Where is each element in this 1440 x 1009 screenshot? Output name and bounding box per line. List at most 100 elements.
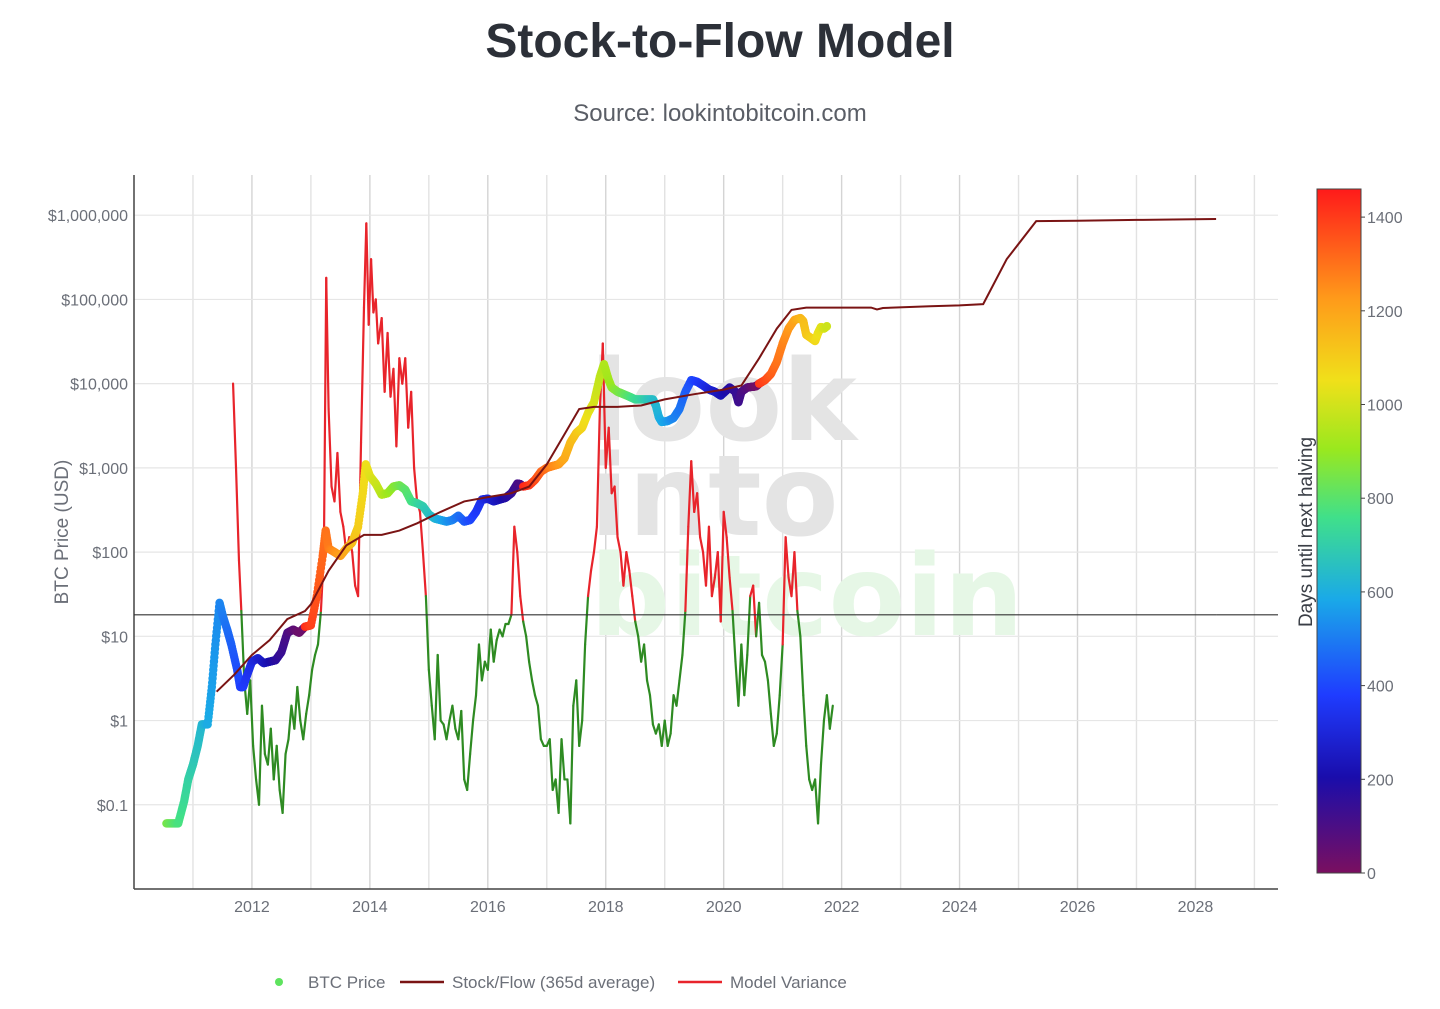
variance-segment	[374, 298, 380, 345]
variance-segment	[351, 550, 357, 587]
variance-segment	[513, 525, 519, 554]
variance-segment	[616, 536, 622, 554]
variance-segment	[592, 525, 599, 554]
variance-segment	[548, 738, 554, 792]
variance-segment	[316, 609, 323, 646]
variance-segment	[678, 653, 684, 682]
series-stock-flow	[215, 218, 1217, 693]
y-tick-label: $10,000	[70, 377, 128, 394]
variance-segment	[519, 595, 525, 623]
x-tick-label: 2022	[824, 899, 860, 916]
price-point	[822, 322, 832, 331]
variance-segment	[763, 660, 770, 682]
variance-segment	[275, 744, 281, 792]
colorbar-tick-label: 1000	[1367, 398, 1403, 415]
variance-segment	[781, 536, 787, 646]
variance-segment	[339, 510, 345, 528]
variance-segment	[684, 525, 690, 613]
variance-segment	[302, 712, 308, 741]
watermark: lookintobitcoin	[590, 337, 1024, 662]
variance-segment	[527, 660, 534, 682]
variance-segment	[710, 576, 716, 598]
variance-segment	[507, 613, 513, 626]
series-model-variance	[231, 222, 834, 825]
variance-segment	[642, 643, 649, 682]
y-tick-label: $1,000,000	[48, 208, 128, 225]
variance-segment	[249, 679, 255, 748]
variance-segment	[305, 694, 311, 715]
variance-segment	[784, 536, 790, 579]
variance-segment	[589, 550, 596, 572]
variance-segment	[477, 643, 484, 682]
x-tick-label: 2024	[942, 899, 978, 916]
variance-segment	[539, 738, 545, 748]
variance-segment	[687, 460, 693, 528]
variance-segment	[427, 668, 433, 707]
variance-segment	[560, 738, 566, 781]
grid	[134, 175, 1278, 889]
variance-segment	[421, 550, 427, 598]
variance-segment	[575, 679, 581, 748]
variance-segment	[681, 609, 687, 657]
colorbar-tick-label: 400	[1367, 679, 1394, 696]
variance-segment	[666, 732, 672, 748]
x-tick-label: 2026	[1060, 899, 1096, 916]
x-tick-label: 2028	[1178, 899, 1214, 916]
variance-segment	[722, 510, 728, 539]
variance-segment	[707, 525, 713, 598]
variance-segment	[269, 727, 275, 781]
legend-label: Model Variance	[730, 973, 847, 992]
variance-segment	[752, 584, 758, 638]
variance-segment	[581, 643, 587, 722]
variance-segment	[757, 601, 764, 657]
variance-segment	[631, 595, 637, 623]
x-tick-label: 2014	[352, 899, 388, 916]
colorbar	[1316, 188, 1362, 874]
legend-marker-btc-price	[275, 978, 283, 986]
variance-segment	[613, 485, 619, 539]
variance-segment	[675, 679, 681, 707]
variance-segment	[336, 451, 342, 514]
variance-segment	[536, 704, 542, 741]
variance-segment	[663, 719, 669, 748]
y-tick-label: $100,000	[61, 292, 128, 309]
variance-segment	[569, 704, 575, 825]
variance-segment	[772, 732, 778, 748]
colorbar-tick-label: 200	[1367, 772, 1394, 789]
chart-title: Stock-to-Flow Model	[485, 15, 955, 68]
variance-segment	[308, 668, 314, 697]
variance-segment	[480, 660, 486, 682]
variance-segment	[404, 357, 410, 429]
variance-segment	[557, 738, 563, 815]
variance-segment	[645, 679, 652, 697]
variance-segment	[281, 752, 287, 815]
variance-segment	[325, 276, 330, 411]
colorbar-ticks: 0 200 400 600 800 1000 1200 1400	[1361, 210, 1403, 883]
x-tick-label: 2012	[234, 899, 270, 916]
variance-segment	[284, 738, 290, 756]
variance-segment	[287, 704, 293, 741]
colorbar-tick-label: 1400	[1367, 210, 1403, 227]
variance-segment	[310, 653, 317, 671]
variance-segment	[669, 694, 675, 735]
variance-segment	[622, 550, 628, 587]
variance-segment	[489, 628, 495, 663]
variance-segment	[778, 643, 784, 697]
variance-segment	[260, 704, 267, 756]
variance-segment	[584, 595, 590, 646]
variance-segment	[578, 719, 584, 748]
variance-segment	[522, 620, 528, 638]
variance-segment	[257, 704, 264, 806]
variance-segment	[445, 719, 451, 741]
variance-segment	[436, 653, 442, 722]
x-tick-label: 2018	[588, 899, 624, 916]
variance-segment	[501, 622, 507, 638]
variance-segment	[237, 559, 243, 613]
variance-segment	[696, 492, 702, 539]
variance-segment	[510, 525, 516, 616]
variance-segment	[327, 407, 333, 488]
variance-segment	[805, 744, 811, 781]
variance-segment	[252, 744, 258, 781]
variance-segment	[766, 679, 772, 715]
variance-segment	[410, 390, 416, 469]
